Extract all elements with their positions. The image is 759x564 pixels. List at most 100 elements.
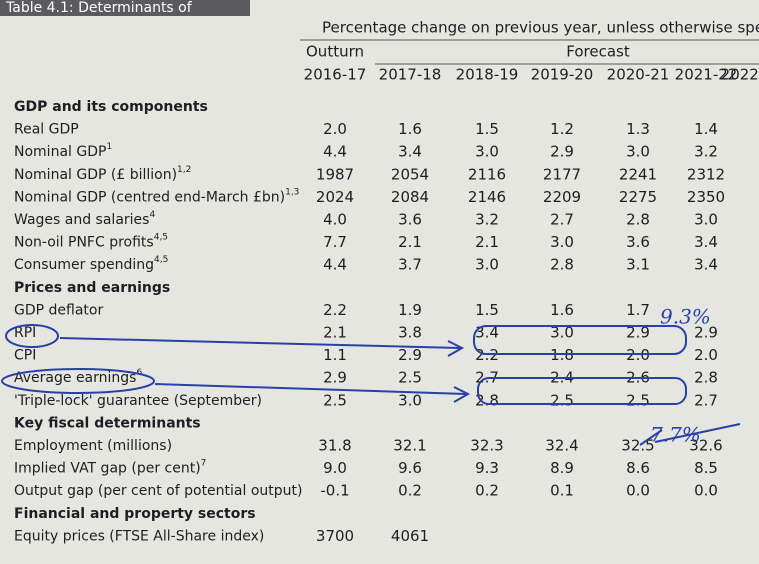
cell: 2.9	[626, 324, 650, 342]
title: Table 4.1: Determinants of	[5, 0, 193, 16]
cell: 2.0	[323, 120, 347, 138]
cell: 0.2	[398, 482, 422, 500]
row-label: Nominal GDP (centred end-March £bn)1,3	[14, 187, 299, 206]
cell: 1.5	[475, 120, 499, 138]
cell: 0.2	[475, 482, 499, 500]
cell: 32.3	[470, 437, 503, 455]
row-label-text: Nominal GDP	[14, 144, 106, 160]
section-heading: Key fiscal determinants	[14, 415, 201, 431]
cell: 2.5	[550, 391, 574, 409]
footnote-mark: 1,2	[177, 164, 191, 174]
row-label: CPI	[14, 348, 36, 364]
outturn: Outturn	[306, 43, 364, 61]
row-label-text: Nominal GDP (£ billion)	[14, 167, 177, 183]
row-label: Wages and salaries4	[14, 210, 155, 229]
cell: 32.1	[393, 437, 426, 455]
cell: 3.7	[398, 256, 422, 274]
cell: 2024	[316, 188, 354, 206]
cell: 0.0	[626, 482, 650, 500]
cell: 2146	[468, 188, 506, 206]
cell: 1.6	[550, 301, 574, 319]
row-label-text: Implied VAT gap (per cent)	[14, 461, 201, 477]
row-label-text: 'Triple-lock' guarantee (September)	[14, 393, 262, 409]
footnote-mark: 1,3	[285, 187, 299, 197]
year-header: 2017-18	[379, 66, 442, 84]
cell: 8.6	[626, 459, 650, 477]
cell: 1.8	[550, 346, 574, 364]
title-bar	[0, 0, 250, 16]
cell: 2.2	[475, 346, 499, 364]
year-header: 2019-20	[531, 66, 594, 84]
row-label: Nominal GDP1	[14, 142, 112, 161]
cell: 0.1	[550, 482, 574, 500]
annotation: 7.7%	[650, 423, 701, 447]
cell: 2275	[619, 188, 657, 206]
cell: 4.0	[323, 211, 347, 229]
cell: 1.1	[323, 346, 347, 364]
cell: 7.7	[323, 233, 347, 251]
cell: 2.7	[694, 391, 718, 409]
cell: 3.8	[398, 324, 422, 342]
row-label-text: GDP deflator	[14, 302, 103, 318]
forecast: Forecast	[566, 43, 630, 61]
cell: 2.2	[323, 301, 347, 319]
row-label-text: Real GDP	[14, 122, 79, 138]
cell: 3.6	[626, 233, 650, 251]
year-header: 2022-23	[721, 66, 759, 84]
footnote-mark: 4	[149, 210, 155, 220]
cell: 2.7	[550, 211, 574, 229]
cell: 3.2	[694, 143, 718, 161]
cell: 9.3	[475, 459, 499, 477]
cell: 1.6	[398, 120, 422, 138]
row-label: Output gap (per cent of potential output…	[14, 483, 302, 499]
cell: 3700	[316, 527, 354, 545]
cell: 2.0	[626, 346, 650, 364]
cell: 1.3	[626, 120, 650, 138]
cell: 2350	[687, 188, 725, 206]
row-label: Average earnings6	[14, 368, 142, 387]
cell: 1.2	[550, 120, 574, 138]
row-label: Employment (millions)	[14, 438, 172, 454]
cell: 2.8	[694, 369, 718, 387]
cell: 3.0	[694, 211, 718, 229]
cell: 3.0	[475, 143, 499, 161]
cell: 9.6	[398, 459, 422, 477]
year-header: 2020-21	[607, 66, 670, 84]
section-heading: GDP and its components	[14, 99, 208, 115]
cell: 3.0	[626, 143, 650, 161]
cell: 2.8	[550, 256, 574, 274]
annotation: 9.3%	[660, 305, 711, 329]
cell: 1987	[316, 165, 354, 183]
cell: 31.8	[318, 437, 351, 455]
cell: 32.4	[545, 437, 578, 455]
section-heading: Financial and property sectors	[14, 506, 256, 522]
cell: 2.9	[398, 346, 422, 364]
cell: 3.0	[550, 233, 574, 251]
cell: 2.1	[398, 233, 422, 251]
cell: 1.4	[694, 120, 718, 138]
row-label: Real GDP	[14, 122, 79, 138]
cell: 4061	[391, 527, 429, 545]
footnote-mark: 1	[106, 142, 112, 152]
row-label: Implied VAT gap (per cent)7	[14, 458, 206, 477]
cell: 2.1	[323, 324, 347, 342]
cell: 1.5	[475, 301, 499, 319]
row-label-text: Employment (millions)	[14, 438, 172, 454]
cell: 2.9	[323, 369, 347, 387]
cell: 2209	[543, 188, 581, 206]
cell: 0.0	[694, 482, 718, 500]
row-label: 'Triple-lock' guarantee (September)	[14, 393, 262, 409]
row-label-text: Nominal GDP (centred end-March £bn)	[14, 189, 285, 205]
cell: 1.7	[626, 301, 650, 319]
cell: 2.9	[694, 324, 718, 342]
cell: 2.5	[323, 391, 347, 409]
row-label-text: Non-oil PNFC profits	[14, 235, 154, 251]
cell: 3.0	[475, 256, 499, 274]
cell: 2241	[619, 165, 657, 183]
cell: -0.1	[320, 482, 349, 500]
row-label: Consumer spending4,5	[14, 255, 168, 274]
row-label: Equity prices (FTSE All-Share index)	[14, 528, 264, 544]
cell: 3.6	[398, 211, 422, 229]
